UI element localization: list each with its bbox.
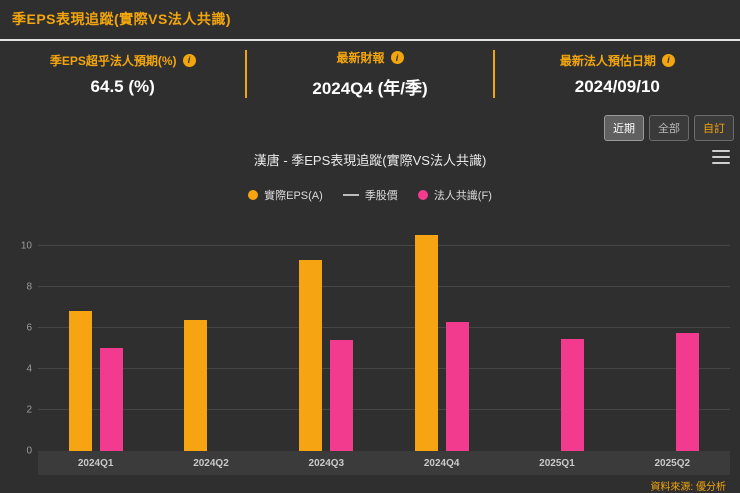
page-title: 季EPS表現追蹤(實際VS法人共識)	[12, 11, 232, 27]
data-source-note: 資料來源: 優分析	[650, 482, 726, 493]
stat-latest-report: 最新財報 i 2024Q4 (年/季)	[247, 49, 492, 99]
x-axis-label: 2024Q2	[193, 457, 229, 469]
x-axis-label: 2024Q3	[308, 457, 345, 469]
y-tick-label: 10	[20, 240, 32, 252]
bar-slot	[183, 225, 207, 451]
bar-group	[499, 225, 614, 451]
bar[interactable]	[560, 339, 584, 451]
gridline	[38, 408, 730, 410]
stats-bar: 季EPS超乎法人預期(%) i 64.5 (%) 最新財報 i 2024Q4 (…	[0, 41, 740, 108]
legend-dot-icon	[417, 190, 428, 200]
bar-columns	[38, 225, 730, 451]
bar-slot	[68, 225, 92, 451]
bar-group	[153, 225, 268, 451]
chart-card: 漢唐 - 季EPS表現追蹤(實際VS法人共識) 實際EPS(A) 季股價 法人共…	[0, 144, 740, 493]
x-axis-label: 2024Q4	[423, 457, 460, 469]
legend-item-actual-eps[interactable]: 實際EPS(A)	[248, 187, 323, 203]
stat-label-text: 最新財報	[336, 51, 385, 65]
bar-slot	[445, 225, 469, 451]
x-axis: 2024Q1 2024Q2 2024Q3 2024Q4 2025Q1 2025Q2	[38, 451, 730, 475]
legend-item-consensus[interactable]: 法人共識(F)	[417, 187, 492, 203]
gridline	[38, 367, 730, 369]
stat-eps-beat: 季EPS超乎法人預期(%) i 64.5 (%)	[0, 49, 245, 99]
y-tick-label: 8	[26, 281, 32, 293]
chart-legend: 實際EPS(A) 季股價 法人共識(F)	[10, 187, 730, 203]
bar-slot	[215, 225, 238, 451]
chart-area: 0 2 4 6 8 10 2024Q1 2024Q2 2024Q3 2024Q4 2025Q1 20…	[10, 225, 730, 475]
range-button-group: 近期 全部 自訂	[0, 108, 740, 144]
bar[interactable]	[414, 235, 438, 451]
legend-dot-icon	[248, 190, 259, 200]
legend-item-quarter-price[interactable]: 季股價	[342, 187, 398, 203]
x-axis-label: 2025Q1	[539, 457, 575, 469]
gridline	[38, 244, 730, 246]
header-divider	[0, 39, 740, 41]
stat-label-text: 最新法人預估日期	[559, 53, 656, 68]
bar-slot	[414, 225, 438, 451]
y-tick-label: 6	[26, 322, 32, 334]
x-axis-label: 2025Q2	[654, 457, 691, 469]
info-icon[interactable]: i	[390, 51, 404, 64]
legend-label: 法人共識(F)	[433, 190, 492, 202]
stat-label: 季EPS超乎法人預期(%) i	[50, 52, 196, 69]
stat-label: 最新財報 i	[336, 49, 404, 66]
bar[interactable]	[68, 311, 92, 451]
stat-divider	[492, 50, 495, 98]
legend-label: 季股價	[364, 190, 398, 202]
x-axis-label: 2024Q1	[77, 457, 114, 469]
legend-label: 實際EPS(A)	[264, 190, 323, 202]
info-icon[interactable]: i	[661, 53, 675, 67]
bar-slot	[560, 225, 584, 451]
y-tick-label: 0	[26, 445, 32, 457]
bar-slot	[330, 225, 354, 451]
bar[interactable]	[299, 259, 323, 451]
bar[interactable]	[676, 332, 700, 451]
hamburger-menu-icon[interactable]	[710, 148, 732, 166]
bar[interactable]	[445, 321, 469, 451]
stat-divider	[245, 50, 248, 98]
gridline	[38, 326, 730, 328]
stat-value: 64.5 (%)	[90, 76, 155, 96]
bar[interactable]	[330, 340, 354, 451]
legend-line-icon	[342, 194, 359, 196]
range-button-recent[interactable]: 近期	[604, 115, 644, 141]
bar-slot	[530, 225, 553, 451]
bar-group	[38, 225, 153, 451]
page-header: 季EPS表現追蹤(實際VS法人共識)	[0, 0, 740, 39]
bar[interactable]	[99, 348, 123, 451]
y-tick-label: 2	[26, 404, 32, 416]
y-tick-label: 4	[26, 363, 32, 375]
bar-slot	[99, 225, 123, 451]
bar-group	[384, 225, 499, 451]
range-button-all[interactable]: 全部	[649, 115, 689, 141]
stat-label-text: 季EPS超乎法人預期(%)	[49, 53, 177, 68]
gridline	[38, 285, 730, 287]
plot: 0 2 4 6 8 10	[21, 225, 730, 457]
bar-slot	[676, 225, 700, 451]
chart-title: 漢唐 - 季EPS表現追蹤(實際VS法人共識)	[253, 153, 487, 168]
bar-slot	[645, 225, 668, 451]
bar-slot	[299, 225, 323, 451]
stat-label: 最新法人預估日期 i	[560, 52, 675, 69]
stat-value: 2024Q4 (年/季)	[312, 79, 428, 98]
range-button-custom[interactable]: 自訂	[694, 115, 734, 141]
info-icon[interactable]: i	[182, 53, 196, 67]
stat-latest-estimate-date: 最新法人預估日期 i 2024/09/10	[495, 49, 740, 99]
stat-value: 2024/09/10	[574, 76, 660, 96]
bar-group	[615, 225, 730, 451]
bar[interactable]	[183, 319, 207, 451]
bar-group	[269, 225, 384, 451]
